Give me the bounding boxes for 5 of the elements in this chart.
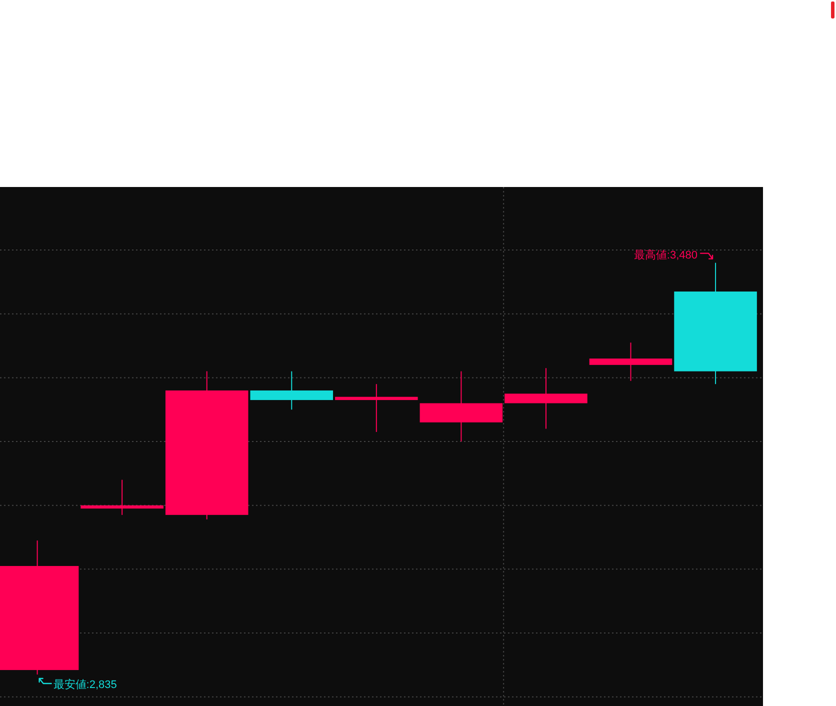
- candlestick: [504, 368, 588, 430]
- candlestick: [335, 384, 418, 432]
- text: 最安値:2,835: [53, 678, 117, 691]
- candlestick: [80, 479, 164, 516]
- text: 最高値:3,480: [634, 248, 698, 262]
